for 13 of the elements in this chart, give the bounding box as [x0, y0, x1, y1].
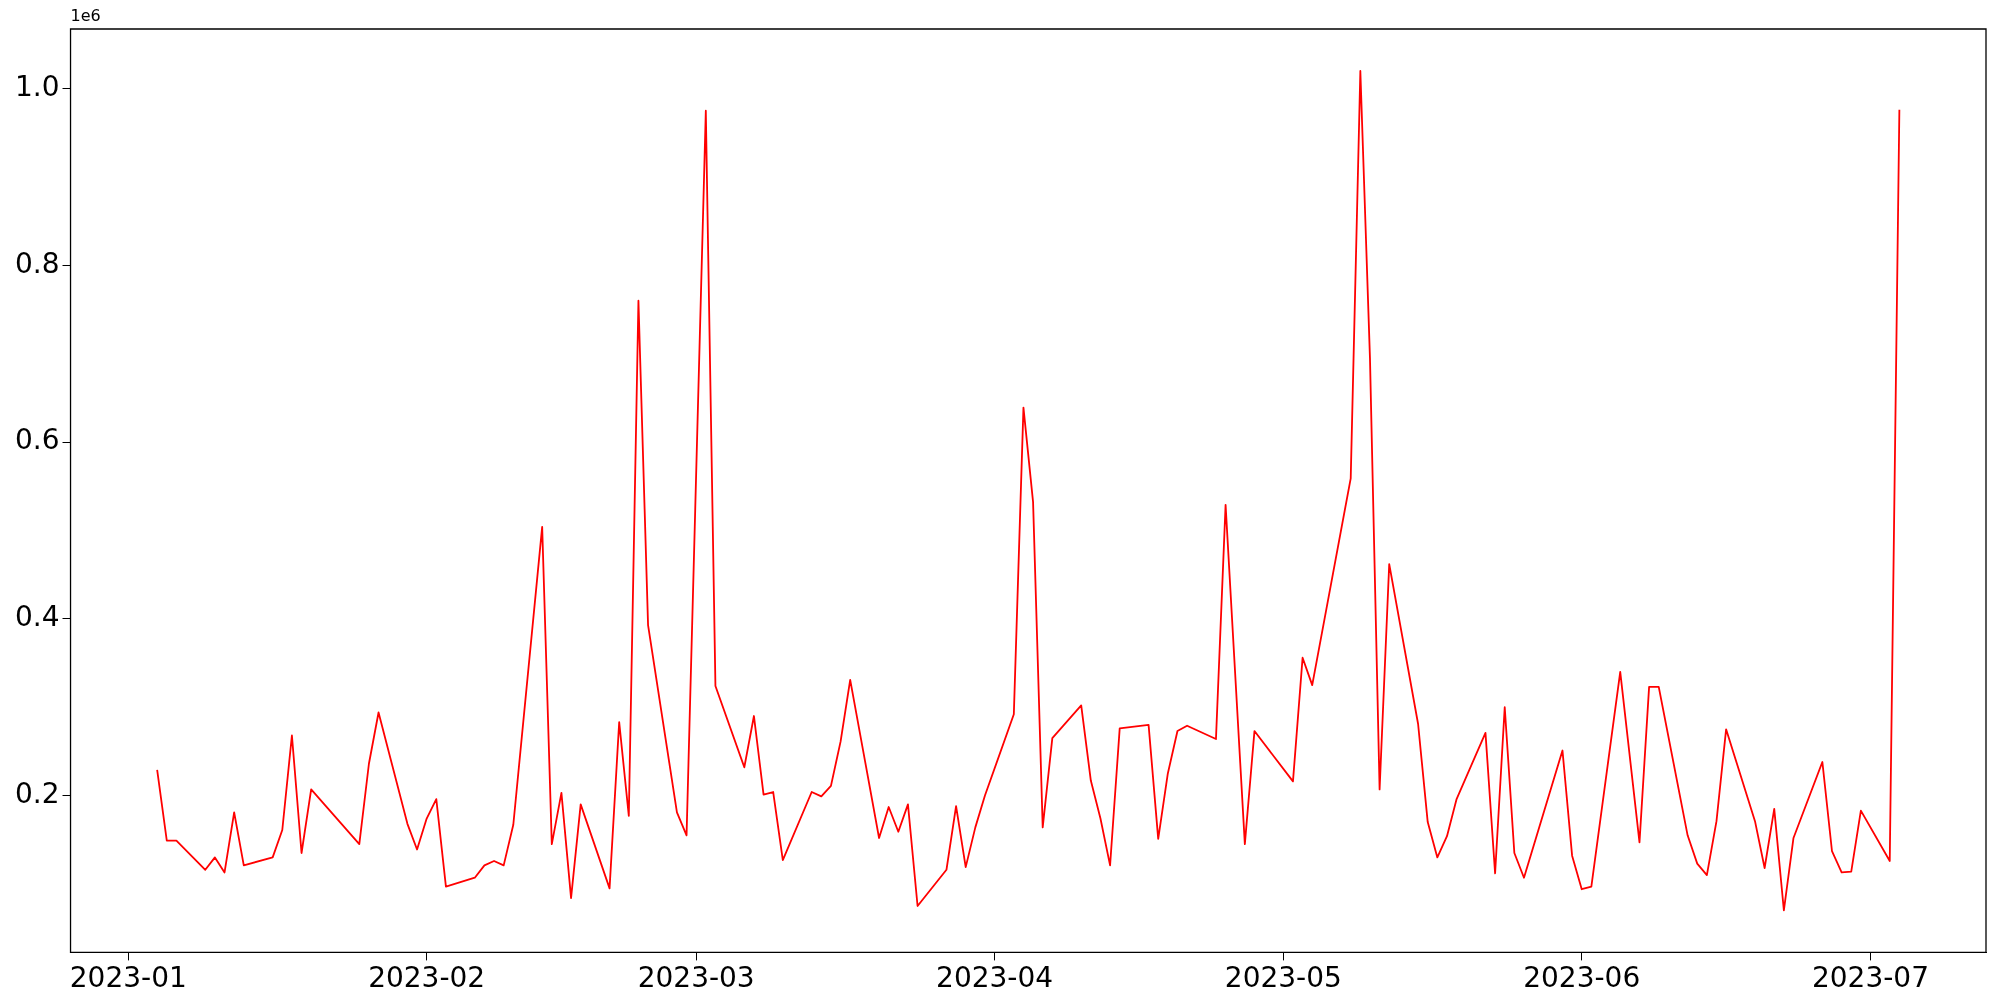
y-tick-label: 0.6	[15, 423, 60, 457]
x-tick-label: 2023-07	[1811, 961, 1929, 995]
y-tick-label: 0.8	[15, 246, 60, 280]
y-tick-label: 0.2	[15, 776, 60, 810]
text: 1e6	[70, 6, 101, 26]
x-tick-label: 2023-04	[936, 961, 1054, 995]
x-tick-label: 2023-02	[368, 961, 486, 995]
y-tick-label: 0.4	[15, 600, 60, 634]
x-tick-label: 2023-03	[637, 961, 755, 995]
y-tick-label: 1.0	[15, 69, 60, 103]
x-tick-label: 2023-05	[1224, 961, 1342, 995]
x-tick-label: 2023-06	[1523, 961, 1641, 995]
x-tick-label: 2023-01	[69, 961, 187, 995]
